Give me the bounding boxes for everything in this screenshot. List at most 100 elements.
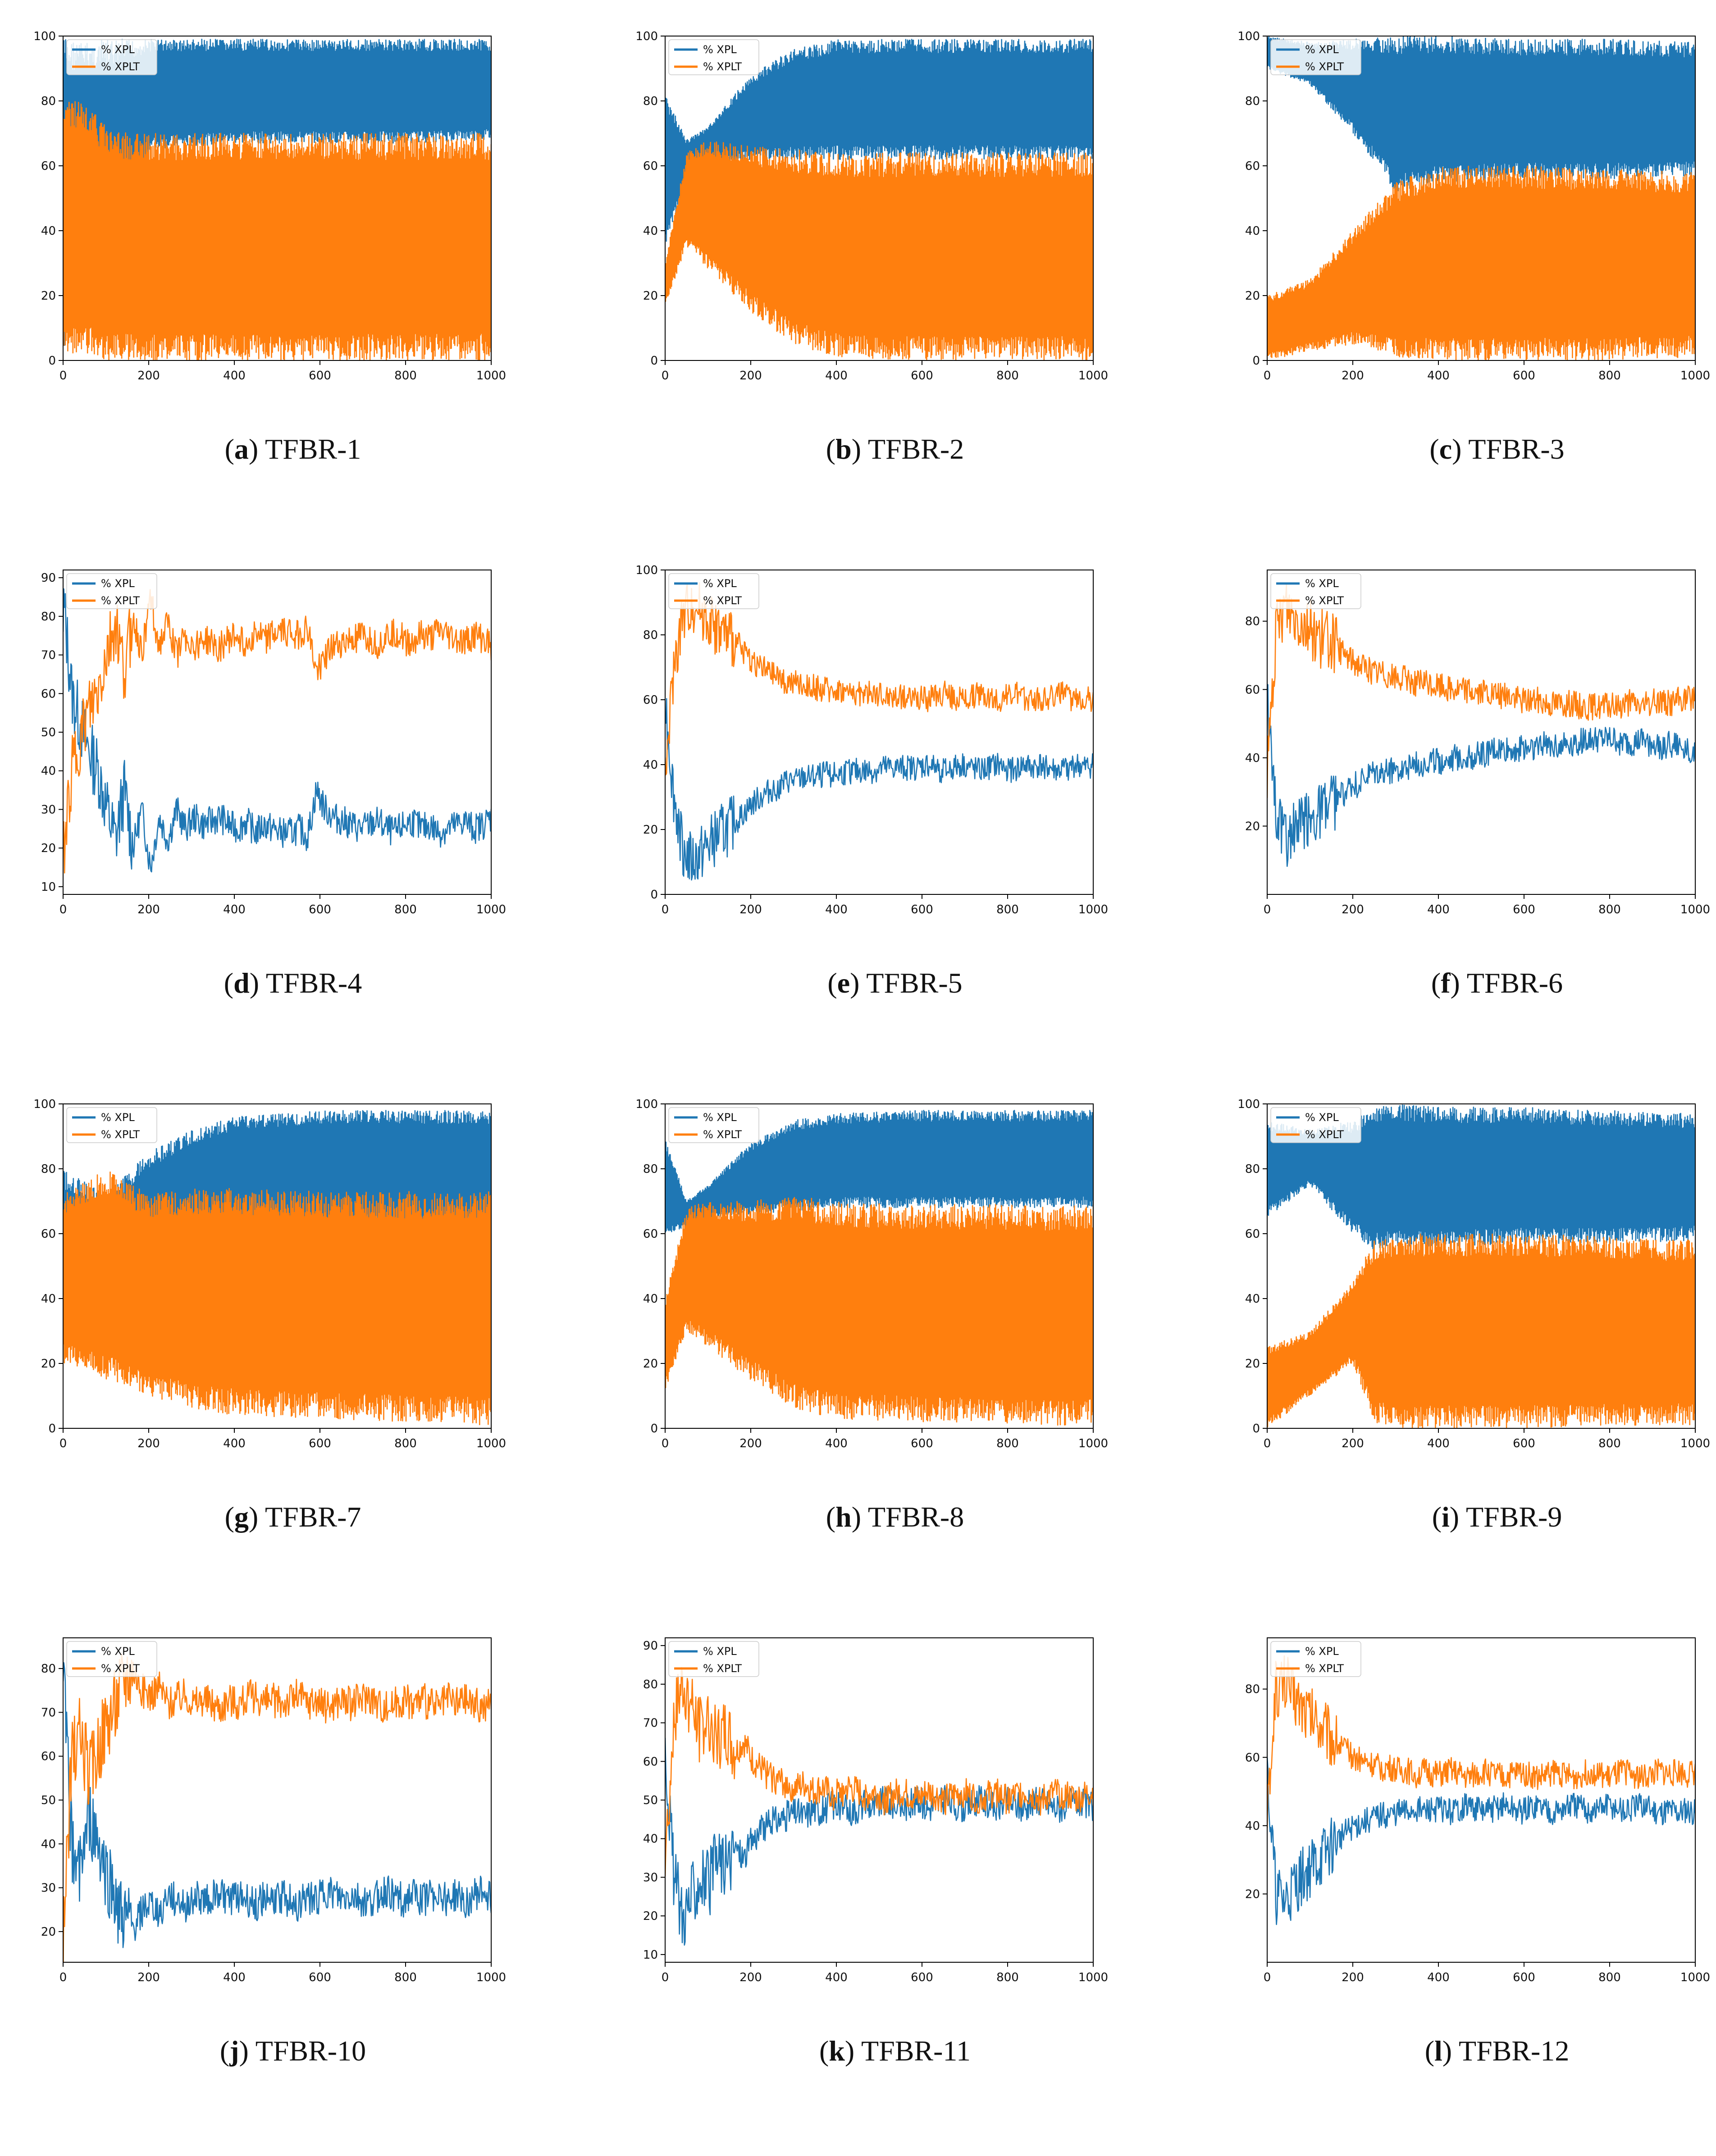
y-tick-label: 40 [41,765,56,778]
x-tick-label: 1000 [1078,903,1108,916]
panel-title: TFBR-11 [861,2035,971,2067]
y-tick-label: 40 [643,1292,658,1306]
y-tick-label: 20 [1245,820,1260,833]
y-tick-label: 0 [1252,354,1260,368]
panel-caption: (j) TFBR-10 [219,2035,366,2067]
x-tick-label: 1000 [1680,1437,1710,1450]
panel-letter: h [835,1501,852,1533]
panel-caption: (g) TFBR-7 [224,1501,361,1533]
y-tick-label: 100 [1237,1098,1260,1111]
y-tick-label: 40 [41,1292,56,1306]
y-tick-label: 80 [643,1678,658,1691]
chart-svg: 0 200 400 600 800 1000 10 20 30 40 50 60 70 80 90 % XPL… [643,1637,1108,1984]
panel-letter: c [1439,433,1452,465]
y-tick-label: 20 [1245,1357,1260,1371]
chart-svg: 0 200 400 600 800 1000 0 20 40 60 80 100 % XPL % XPLT [1237,1098,1710,1450]
x-tick-label: 800 [1598,903,1621,916]
x-tick-label: 600 [309,1437,331,1450]
y-tick-label: 80 [41,95,56,108]
axes-frame [665,1103,1094,1429]
chart-panel-c: 0 200 400 600 800 1000 0 20 40 60 80 100 % XPL % XPLT… [1213,18,1716,554]
panel-caption: (i) TFBR-9 [1432,1501,1562,1533]
chart-panel-l: 0 200 400 600 800 1000 20 40 60 80 % XPL % XPLT (l) … [1213,1620,1716,2156]
x-tick-label: 200 [137,1971,160,1984]
x-tick-label: 600 [1513,1437,1535,1450]
panel-letter: d [233,967,250,999]
y-tick-label: 100 [33,30,56,43]
legend: % XPL % XPLT [66,39,157,75]
y-tick-label: 60 [41,160,56,173]
x-tick-label: 800 [996,903,1019,916]
panel-caption: (d) TFBR-4 [224,967,362,999]
y-tick-label: 100 [635,564,658,577]
axes-frame [1267,1637,1696,1963]
series-line-xpl [665,698,1093,881]
y-tick-label: 100 [635,1098,658,1111]
x-tick-label: 800 [394,1971,417,1984]
x-tick-label: 800 [996,1437,1019,1450]
legend-label: % XPLT [101,1128,140,1141]
panel-title: TFBR-1 [265,433,361,465]
legend-label: % XPLT [703,1662,742,1675]
y-tick-label: 90 [643,1639,658,1653]
axes-frame [1267,1103,1696,1429]
legend-label: % XPL [1305,1645,1339,1658]
y-tick-label: 20 [643,823,658,837]
series-line-xplt [665,141,1093,360]
legend-label: % XPLT [703,1128,742,1141]
axes-frame [63,570,492,895]
panel-title: TFBR-5 [866,967,963,999]
x-tick-label: 0 [662,903,669,916]
panel-title: TFBR-6 [1466,967,1563,999]
x-tick-label: 0 [1264,1437,1271,1450]
legend: % XPL % XPLT [1270,573,1361,609]
legend-label: % XPL [703,577,737,590]
x-tick-label: 0 [662,1437,669,1450]
panel-title: TFBR-7 [265,1501,361,1533]
x-tick-label: 400 [1427,903,1450,916]
y-tick-label: 60 [1245,683,1260,697]
y-tick-label: 10 [41,880,56,894]
x-tick-label: 600 [911,1971,933,1984]
legend: % XPL % XPLT [1270,1641,1361,1677]
legend: % XPL % XPLT [66,573,157,609]
y-tick-label: 40 [1245,752,1260,765]
y-tick-label: 30 [643,1871,658,1884]
x-tick-label: 800 [1598,1971,1621,1984]
panel-title: TFBR-10 [255,2035,366,2067]
chart-svg: 0 200 400 600 800 1000 20 40 60 80 % XPL % XPLT [1245,570,1710,916]
legend-label: % XPLT [101,1662,140,1675]
y-tick-label: 80 [1245,1683,1260,1696]
legend-label: % XPLT [1305,1128,1344,1141]
y-tick-label: 70 [41,649,56,662]
y-tick-label: 80 [643,629,658,642]
panel-letter: b [835,433,852,465]
panel-letter: f [1441,967,1451,999]
legend-label: % XPLT [101,60,140,73]
y-tick-label: 60 [41,1227,56,1241]
series-line-xpl [1267,1757,1695,1925]
x-tick-label: 200 [1342,369,1364,383]
y-tick-label: 60 [643,1755,658,1769]
legend: % XPL % XPLT [1270,39,1361,75]
chart-panel-e: 0 200 400 600 800 1000 0 20 40 60 80 100 % XPL % XPLT… [611,552,1179,1088]
x-tick-label: 400 [223,1971,246,1984]
x-tick-label: 600 [309,903,331,916]
y-tick-label: 30 [41,803,56,816]
axes-frame [63,1103,492,1429]
series-line-xplt [665,1667,1093,1876]
x-tick-label: 1000 [1680,903,1710,916]
y-tick-label: 60 [1245,1751,1260,1764]
x-tick-label: 800 [996,1971,1019,1984]
chart-panel-f: 0 200 400 600 800 1000 20 40 60 80 % XPL % XPLT (f) … [1213,552,1716,1088]
y-tick-label: 20 [1245,1887,1260,1901]
legend-label: % XPL [101,1111,135,1124]
y-tick-label: 60 [643,160,658,173]
panel-title: TFBR-4 [265,967,362,999]
y-tick-label: 20 [41,1925,56,1939]
legend: % XPL % XPLT [1270,1107,1361,1143]
series-line-xpl [1267,1104,1695,1249]
y-tick-label: 50 [41,1794,56,1807]
y-tick-label: 80 [643,1162,658,1176]
